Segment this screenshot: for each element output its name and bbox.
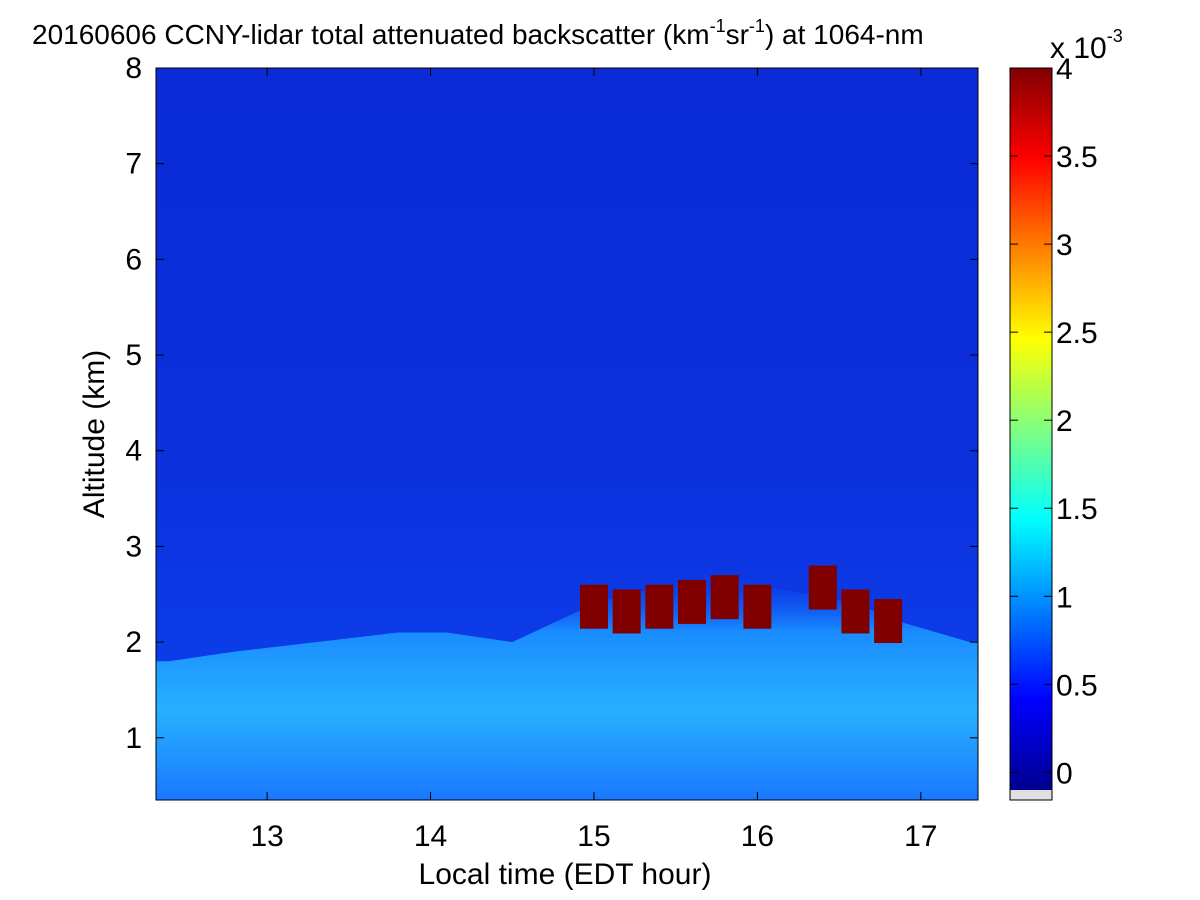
colorbar-tick-label: 3 <box>1056 229 1073 262</box>
colorbar-ticks: 0 0.5 1 1.5 2 2.5 3 3.5 4 <box>1010 53 1098 790</box>
x-axis: 13 14 15 16 17 <box>250 68 937 853</box>
colorbar-tick-label: 2 <box>1056 405 1073 438</box>
colorbar-multiplier: x 10-3 <box>1050 26 1123 65</box>
colorbar-tick-label: 1.5 <box>1056 493 1098 526</box>
x-tick-label: 16 <box>741 820 774 853</box>
cloud-top-mark <box>743 584 772 629</box>
y-axis-label: Altitude (km) <box>78 350 111 518</box>
colorbar: 0 0.5 1 1.5 2 2.5 3 3.5 4 x 10-3 <box>1009 26 1123 801</box>
colorbar-tick-label: 4 <box>1056 53 1073 86</box>
colorbar-tick-label: 0 <box>1056 757 1073 790</box>
y-tick-label: 4 <box>125 435 142 468</box>
x-tick-label: 15 <box>577 820 610 853</box>
colorbar-fill <box>1010 68 1052 790</box>
backscatter-layers <box>156 565 978 800</box>
heatmap-plot: 13 14 15 16 17 1 2 3 4 5 6 7 8 <box>125 52 979 853</box>
cloud-top-mark <box>841 589 870 634</box>
y-tick-label: 6 <box>125 243 142 276</box>
y-tick-label: 2 <box>125 626 142 659</box>
cloud-top-mark <box>645 584 674 629</box>
y-tick-label: 3 <box>125 530 142 563</box>
y-tick-label: 8 <box>125 52 142 85</box>
cloud-top-mark <box>710 575 739 620</box>
x-tick-label: 14 <box>414 820 447 853</box>
x-tick-label: 13 <box>250 820 283 853</box>
y-tick-label: 5 <box>125 339 142 372</box>
colorbar-tick-label: 1 <box>1056 581 1073 614</box>
cloud-top-mark <box>612 589 641 634</box>
aerosol-layer <box>156 575 978 800</box>
x-tick-label: 17 <box>904 820 937 853</box>
plot-frame <box>155 67 979 801</box>
cloud-top-mark <box>808 565 837 610</box>
cloud-top-mark <box>874 599 903 644</box>
y-tick-label: 7 <box>125 148 142 181</box>
colorbar-underflow <box>1010 790 1052 800</box>
colorbar-tick-label: 3.5 <box>1056 141 1098 174</box>
x-axis-label: Local time (EDT hour) <box>419 858 712 891</box>
y-axis: 1 2 3 4 5 6 7 8 <box>125 52 978 755</box>
colorbar-tick-label: 0.5 <box>1056 669 1098 702</box>
colorbar-frame <box>1009 67 1053 801</box>
cloud-top-mark <box>579 584 608 629</box>
cloud-top-mark <box>678 579 707 624</box>
colorbar-tick-label: 2.5 <box>1056 317 1098 350</box>
chart-title: 20160606 CCNY-lidar total attenuated bac… <box>32 16 924 50</box>
y-tick-label: 1 <box>125 722 142 755</box>
